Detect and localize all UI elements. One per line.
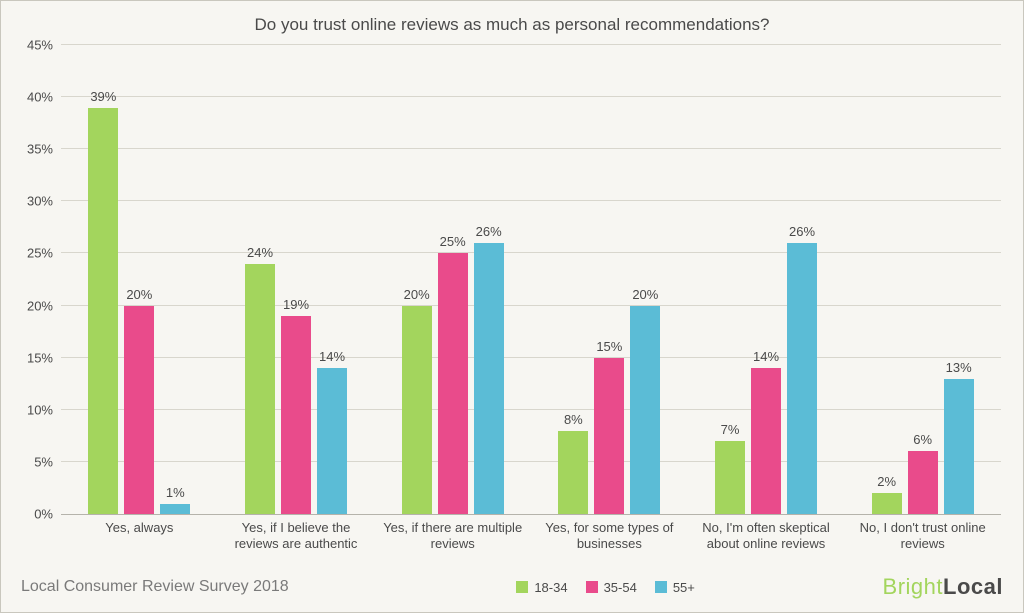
bar: 6% [908, 451, 938, 514]
bar-value-label: 8% [564, 412, 583, 431]
bar: 20% [124, 306, 154, 514]
bar-value-label: 2% [877, 474, 896, 493]
bar-value-label: 26% [789, 224, 815, 243]
chart-title: Do you trust online reviews as much as p… [1, 15, 1023, 35]
bar-value-label: 25% [440, 234, 466, 253]
bar-value-label: 13% [946, 360, 972, 379]
y-tick-label: 20% [27, 298, 61, 313]
legend-swatch-icon [586, 581, 598, 593]
bar: 8% [558, 431, 588, 514]
bar-group: 20%25%26%Yes, if there are multiple revi… [374, 45, 531, 514]
x-tick-label: Yes, for some types of businesses [531, 514, 688, 553]
bar-value-label: 20% [632, 287, 658, 306]
bar: 14% [751, 368, 781, 514]
x-tick-label: Yes, if I believe the reviews are authen… [218, 514, 375, 553]
legend-item: 35-54 [586, 580, 637, 595]
bar-value-label: 39% [90, 89, 116, 108]
legend-label: 18-34 [534, 580, 567, 595]
bar: 25% [438, 253, 468, 514]
bar-value-label: 6% [913, 432, 932, 451]
bar-value-label: 20% [126, 287, 152, 306]
bar-group: 24%19%14%Yes, if I believe the reviews a… [218, 45, 375, 514]
x-tick-label: Yes, if there are multiple reviews [374, 514, 531, 553]
y-tick-label: 30% [27, 194, 61, 209]
bar-group: 39%20%1%Yes, always [61, 45, 218, 514]
bar: 1% [160, 504, 190, 514]
bar: 20% [402, 306, 432, 514]
bar: 20% [630, 306, 660, 514]
legend-swatch-icon [655, 581, 667, 593]
bar: 26% [474, 243, 504, 514]
bar-value-label: 24% [247, 245, 273, 264]
y-tick-label: 45% [27, 38, 61, 53]
bar-value-label: 7% [721, 422, 740, 441]
brand-logo-part-a: Bright [883, 574, 943, 599]
plot-area: 0%5%10%15%20%25%30%35%40%45% 39%20%1%Yes… [61, 45, 1001, 515]
bar-group: 7%14%26%No, I'm often skeptical about on… [688, 45, 845, 514]
bar-value-label: 14% [753, 349, 779, 368]
bar: 26% [787, 243, 817, 514]
bar: 39% [88, 108, 118, 514]
x-tick-label: Yes, always [61, 514, 218, 536]
bar-group: 2%6%13%No, I don't trust online reviews [844, 45, 1001, 514]
legend-item: 55+ [655, 580, 695, 595]
y-tick-label: 5% [34, 454, 61, 469]
bar-value-label: 15% [596, 339, 622, 358]
brand-logo-part-b: Local [943, 574, 1003, 599]
bar: 7% [715, 441, 745, 514]
y-tick-label: 10% [27, 402, 61, 417]
bar-value-label: 20% [404, 287, 430, 306]
y-tick-label: 15% [27, 350, 61, 365]
y-tick-label: 40% [27, 90, 61, 105]
x-tick-label: No, I don't trust online reviews [844, 514, 1001, 553]
bar-value-label: 26% [476, 224, 502, 243]
legend-swatch-icon [516, 581, 528, 593]
legend-label: 35-54 [604, 580, 637, 595]
bar-value-label: 14% [319, 349, 345, 368]
y-tick-label: 0% [34, 507, 61, 522]
bar: 15% [594, 358, 624, 514]
brand-logo: BrightLocal [883, 574, 1003, 600]
bar: 2% [872, 493, 902, 514]
legend-item: 18-34 [516, 580, 567, 595]
bar: 19% [281, 316, 311, 514]
bar: 24% [245, 264, 275, 514]
bar-group: 8%15%20%Yes, for some types of businesse… [531, 45, 688, 514]
bar: 14% [317, 368, 347, 514]
bar: 13% [944, 379, 974, 514]
chart-legend: 18-34 35-54 55+ [516, 580, 695, 595]
source-text: Local Consumer Review Survey 2018 [21, 578, 289, 596]
bar-value-label: 1% [166, 485, 185, 504]
chart-footer: Local Consumer Review Survey 2018 18-34 3… [21, 574, 1003, 600]
y-tick-label: 35% [27, 142, 61, 157]
bar-value-label: 19% [283, 297, 309, 316]
x-tick-label: No, I'm often skeptical about online rev… [688, 514, 845, 553]
legend-label: 55+ [673, 580, 695, 595]
y-tick-label: 25% [27, 246, 61, 261]
